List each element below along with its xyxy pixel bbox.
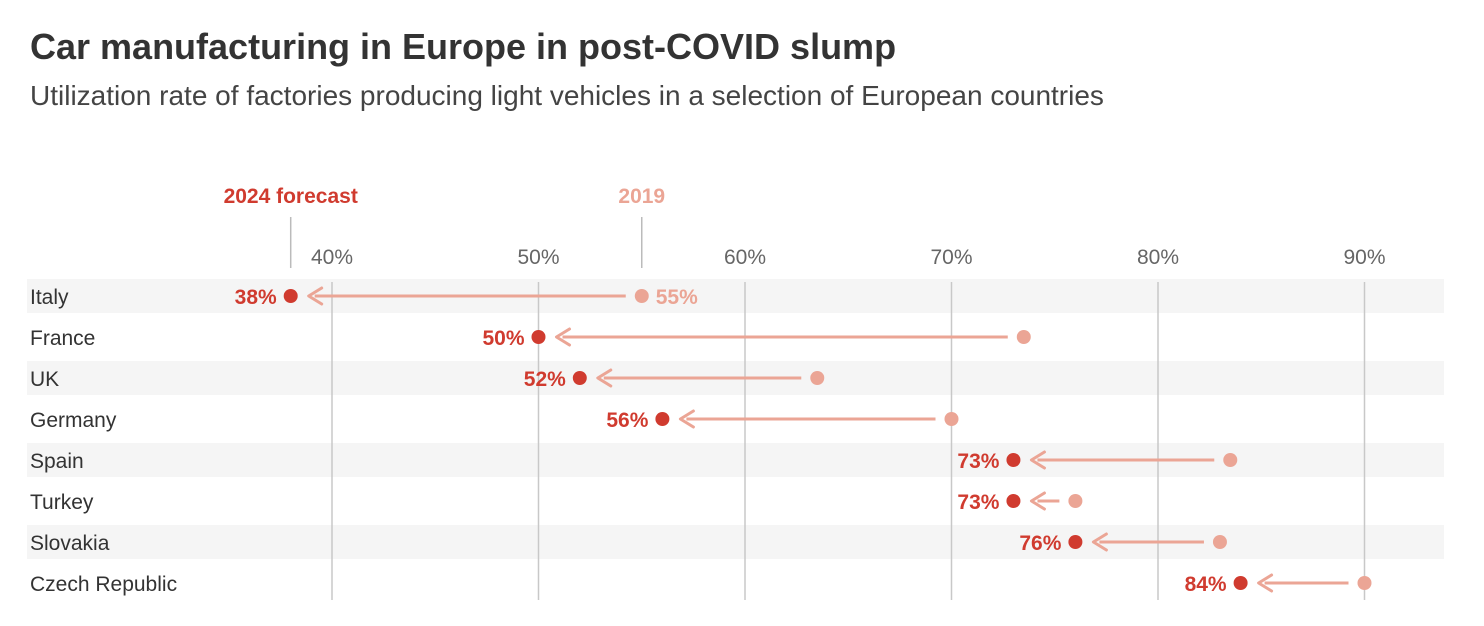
chart-subtitle: Utilization rate of factories producing …	[30, 80, 1104, 111]
label-2024-forecast: 52%	[524, 368, 566, 391]
dot-2024-forecast	[1006, 453, 1021, 467]
change-arrow-head	[678, 409, 695, 429]
change-arrow-head	[1029, 491, 1046, 511]
change-arrow-head	[307, 286, 324, 306]
dot-2024-forecast	[572, 371, 587, 385]
dot-2019	[1212, 535, 1227, 549]
dot-2024-forecast	[1006, 494, 1021, 508]
change-arrow-head	[1091, 532, 1108, 552]
legend-2024-forecast: 2024 forecast	[224, 185, 358, 208]
change-arrow-head	[596, 368, 613, 388]
chart-title: Car manufacturing in Europe in post-COVI…	[30, 26, 897, 67]
label-2024-forecast: 73%	[957, 491, 999, 514]
label-2024-forecast: 84%	[1185, 573, 1227, 596]
row-band	[27, 525, 1444, 559]
dot-2024-forecast	[531, 330, 546, 344]
category-label: Italy	[30, 286, 69, 309]
label-2024-forecast: 76%	[1019, 532, 1061, 555]
label-2024-forecast: 56%	[606, 409, 648, 432]
dot-2024-forecast	[1068, 535, 1083, 549]
dot-2019	[1223, 453, 1238, 467]
dot-2024-forecast	[283, 289, 298, 303]
dot-2019	[1016, 330, 1031, 344]
category-label: Germany	[30, 409, 117, 432]
x-tick-label: 70%	[930, 246, 972, 269]
category-label: Slovakia	[30, 532, 110, 555]
dot-2019	[810, 371, 825, 385]
category-label: Turkey	[30, 491, 94, 514]
dot-2024-forecast	[655, 412, 670, 426]
x-tick-label: 80%	[1137, 246, 1179, 269]
category-label: France	[30, 327, 95, 350]
label-2024-forecast: 50%	[482, 327, 524, 350]
change-arrow-head	[555, 327, 571, 347]
change-arrow-head	[1257, 573, 1274, 593]
change-arrow-head	[1029, 450, 1046, 470]
row-band	[27, 279, 1444, 313]
x-tick-label: 90%	[1343, 246, 1385, 269]
label-2024-forecast: 38%	[235, 286, 277, 309]
x-tick-label: 40%	[311, 246, 353, 269]
x-tick-label: 50%	[517, 246, 559, 269]
label-2019: 55%	[656, 286, 698, 309]
dot-2024-forecast	[1233, 576, 1248, 590]
category-label: Spain	[30, 450, 84, 473]
legend-2019: 2019	[618, 185, 665, 208]
dot-2019	[1357, 576, 1372, 590]
category-label: Czech Republic	[30, 573, 177, 596]
label-2024-forecast: 73%	[957, 450, 999, 473]
dot-2019	[634, 289, 649, 303]
x-tick-label: 60%	[724, 246, 766, 269]
category-label: UK	[30, 368, 59, 391]
dot-2019	[944, 412, 959, 426]
dot-2019	[1068, 494, 1083, 508]
